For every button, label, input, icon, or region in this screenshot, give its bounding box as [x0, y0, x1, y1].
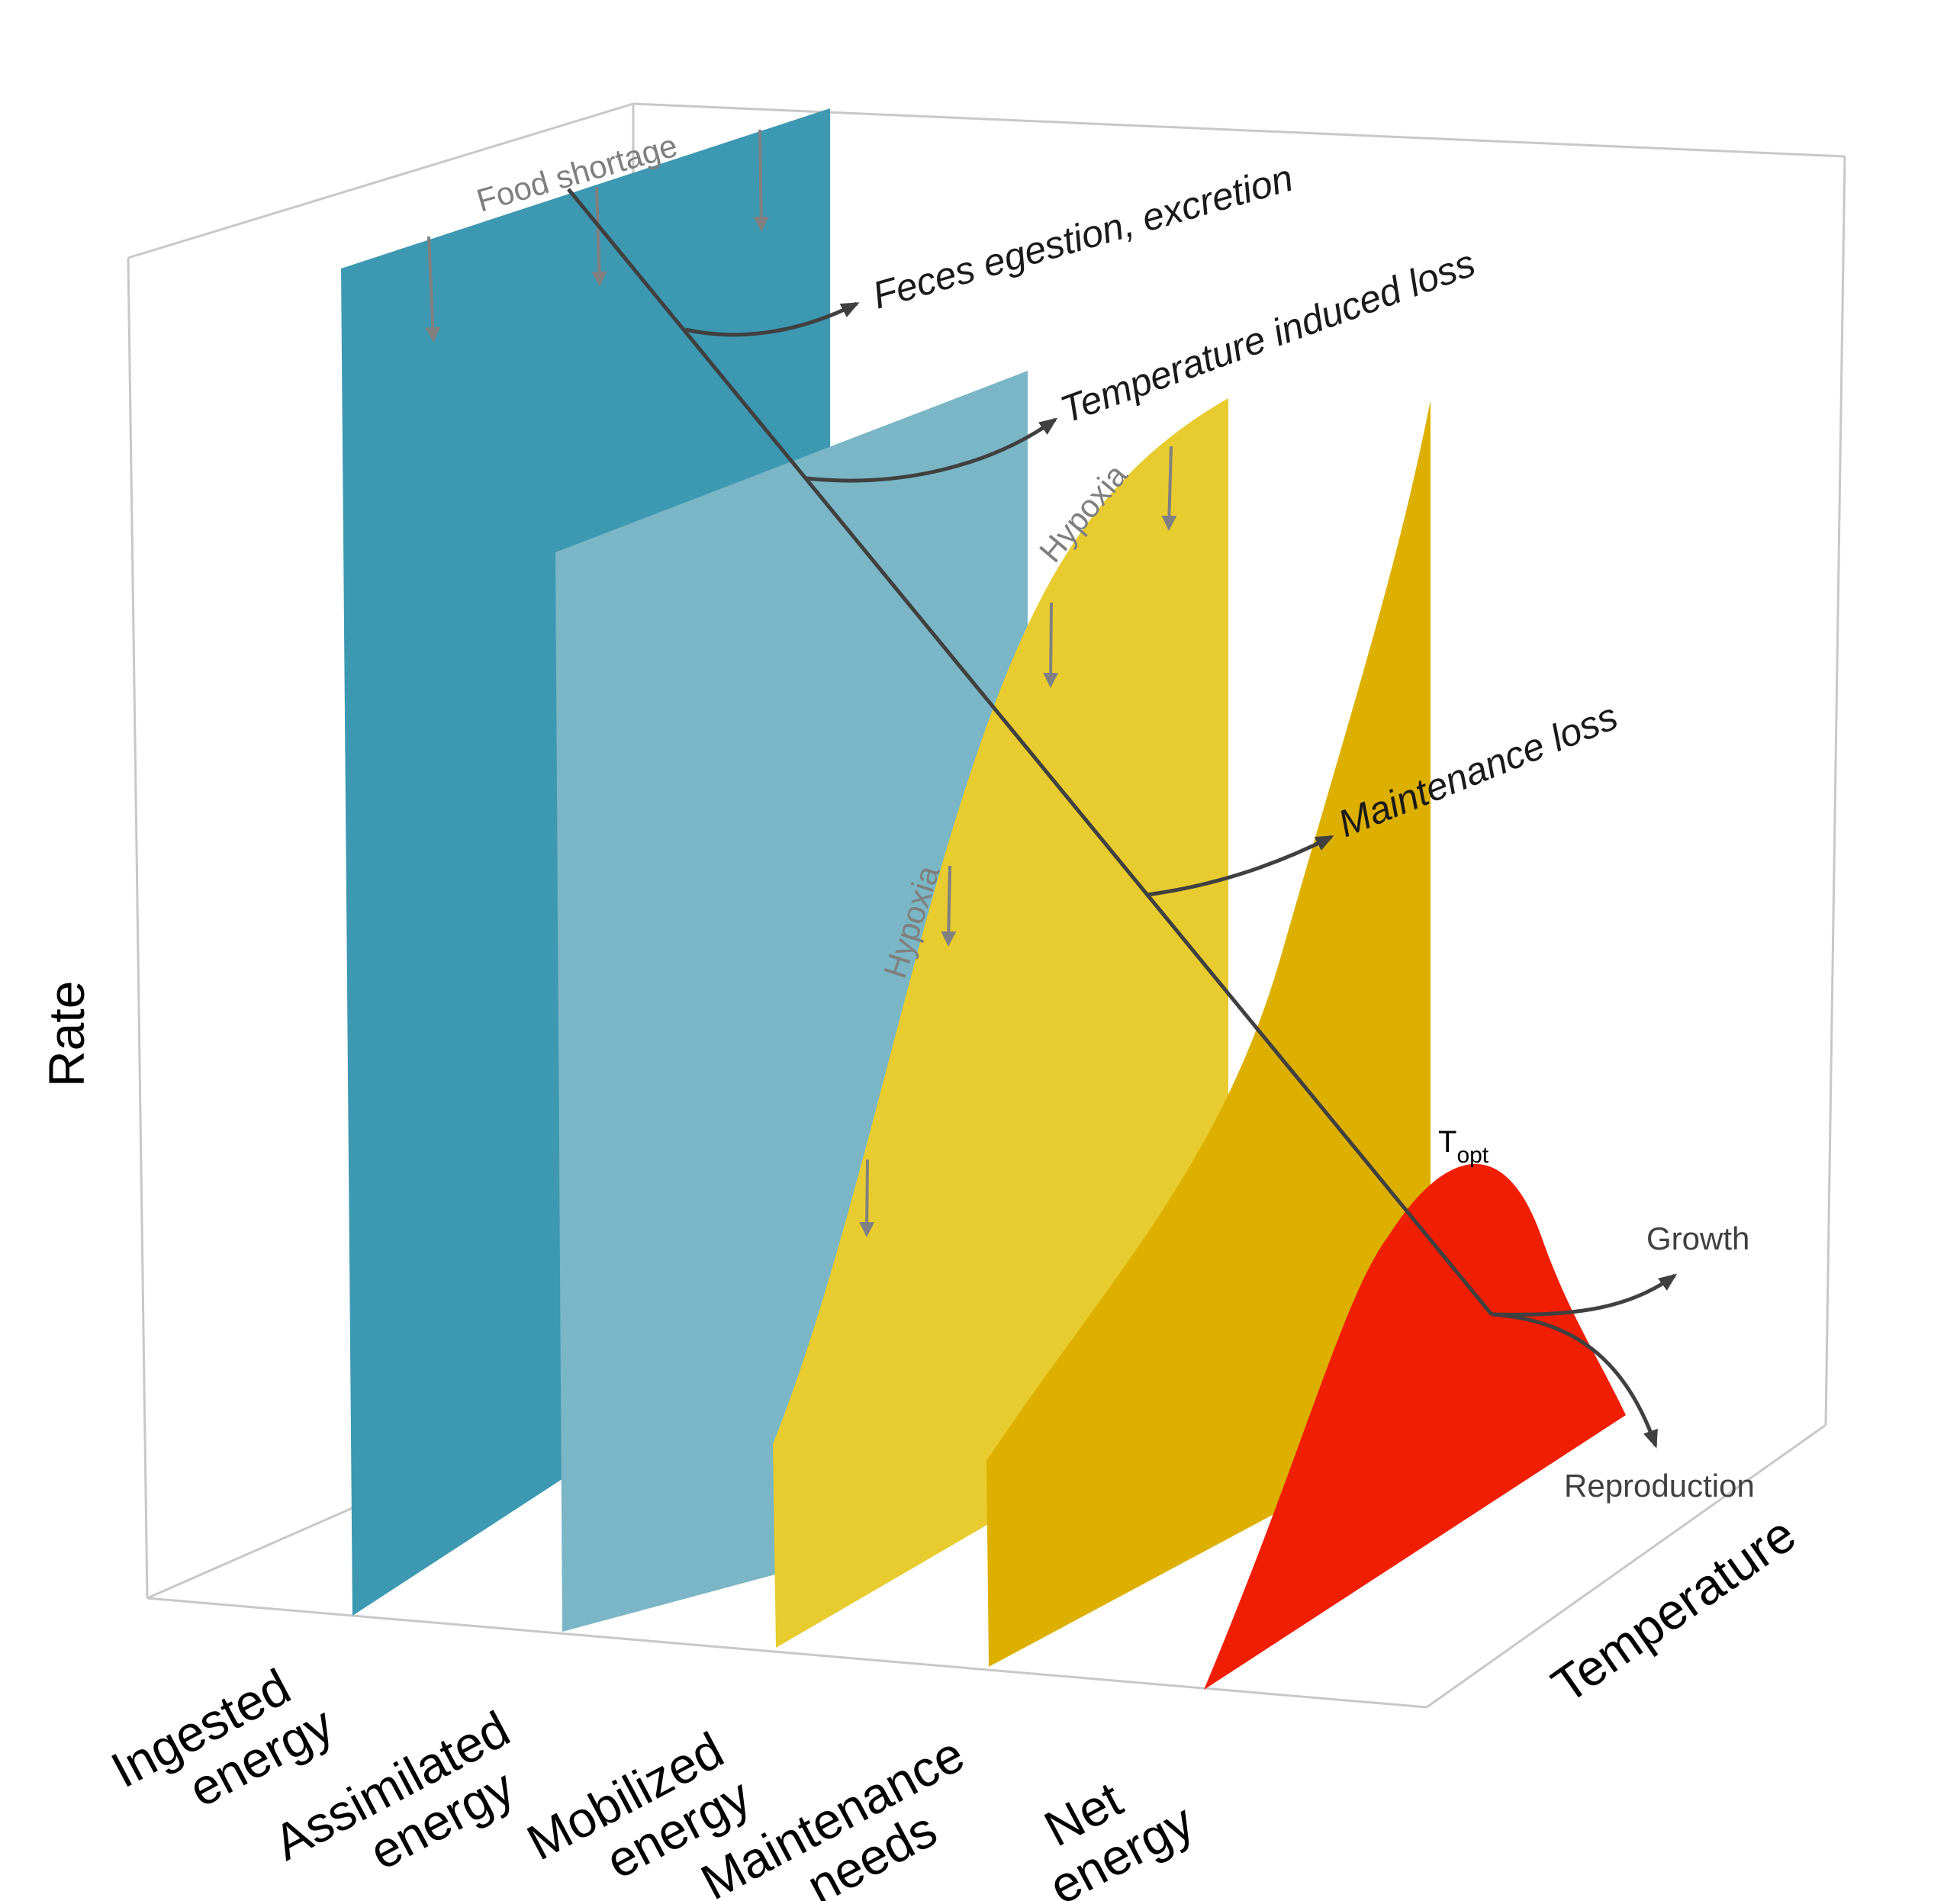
- hypoxia-arrow-3: [941, 865, 957, 947]
- category-labels: Ingested energy Assimilated energy Mobil…: [102, 1658, 1202, 1901]
- temperature-loss-label: Temperature induced loss: [1055, 242, 1481, 432]
- panels: [341, 108, 1626, 1690]
- topt-main: T: [1438, 1125, 1456, 1159]
- topt-label: Topt: [1438, 1125, 1489, 1168]
- grey-arrows: [425, 129, 1177, 1237]
- panel-maintenance-needs: [986, 400, 1431, 1667]
- maintenance-loss-flow-arrow: [1146, 835, 1334, 897]
- temperature-loss-flow-arrow: [806, 417, 1058, 483]
- reproduction-label: Reproduction: [1564, 1468, 1755, 1504]
- panel-net-energy: [1204, 1163, 1626, 1690]
- feces-flow-arrow: [684, 301, 860, 337]
- growth-flow-arrow: [1491, 1273, 1678, 1317]
- axis-box: [127, 102, 1846, 1709]
- reproduction-flow-arrow: [1491, 1312, 1658, 1449]
- topt-subscript: opt: [1456, 1143, 1489, 1168]
- food-arrow-1: [425, 236, 441, 343]
- food-arrow-3: [753, 129, 769, 232]
- hypoxia-arrow-1: [1161, 445, 1177, 531]
- food-arrow-2: [591, 186, 607, 287]
- category-label-net: Net energy: [1035, 1771, 1202, 1901]
- growth-label: Growth: [1646, 1221, 1749, 1256]
- y-axis-title: Rate: [38, 981, 95, 1087]
- flow-line: [567, 188, 1678, 1449]
- main-diagonal-line: [567, 188, 1493, 1316]
- feces-label: Feces egestion, excretion: [868, 156, 1298, 317]
- z-axis-title: Temperature: [1542, 1505, 1806, 1713]
